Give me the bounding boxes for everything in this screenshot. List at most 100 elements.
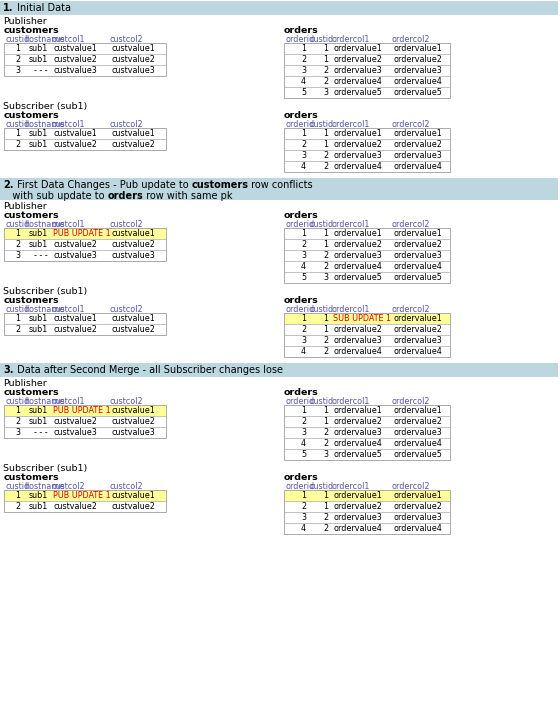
Text: 2: 2 <box>323 151 328 160</box>
Bar <box>4 43 166 76</box>
Text: ordervalue3: ordervalue3 <box>393 336 442 345</box>
Text: orders: orders <box>108 191 143 201</box>
Bar <box>4 250 166 261</box>
Text: ordervalue4: ordervalue4 <box>393 162 442 171</box>
Text: customers: customers <box>4 111 59 120</box>
Bar <box>4 405 166 416</box>
Text: 1: 1 <box>301 44 306 53</box>
Text: ordervalue2: ordervalue2 <box>333 55 382 64</box>
Text: custvalue2: custvalue2 <box>53 55 97 64</box>
Text: 2: 2 <box>15 325 20 334</box>
Bar <box>0 1 558 15</box>
Text: 2: 2 <box>323 428 328 437</box>
Text: custcol1: custcol1 <box>52 35 86 44</box>
Text: ordervalue4: ordervalue4 <box>333 77 382 86</box>
Text: 4: 4 <box>301 162 306 171</box>
Text: PUB UPDATE 1: PUB UPDATE 1 <box>53 491 111 500</box>
Text: 4: 4 <box>301 439 306 448</box>
Text: ordervalue2: ordervalue2 <box>393 55 442 64</box>
Bar <box>284 161 450 172</box>
Text: 5: 5 <box>301 450 306 459</box>
Text: custvalue1: custvalue1 <box>53 129 97 138</box>
Bar <box>284 272 450 283</box>
Text: custvalue2: custvalue2 <box>111 417 155 426</box>
Text: sub1: sub1 <box>29 417 48 426</box>
Text: 3: 3 <box>301 513 306 522</box>
Text: 2: 2 <box>323 162 328 171</box>
Text: 1: 1 <box>15 314 20 323</box>
Text: ordervalue2: ordervalue2 <box>393 325 442 334</box>
Text: 4: 4 <box>301 347 306 356</box>
Text: ordervalue3: ordervalue3 <box>393 151 442 160</box>
Bar <box>284 54 450 65</box>
Text: orders: orders <box>284 26 319 35</box>
Text: 3: 3 <box>301 428 306 437</box>
Bar <box>284 250 450 261</box>
Text: - - -: - - - <box>34 251 48 260</box>
Text: custvalue2: custvalue2 <box>111 55 155 64</box>
Text: ordervalue3: ordervalue3 <box>333 151 382 160</box>
Text: custcol2: custcol2 <box>110 305 143 314</box>
Text: hostname: hostname <box>24 220 64 229</box>
Text: custid: custid <box>310 397 334 406</box>
Text: Publisher: Publisher <box>3 17 46 26</box>
Text: 1: 1 <box>15 406 20 415</box>
Text: 2: 2 <box>323 513 328 522</box>
Text: orderid: orderid <box>286 220 315 229</box>
Text: row conflicts: row conflicts <box>248 180 313 190</box>
Text: sub1: sub1 <box>29 314 48 323</box>
Text: ordervalue3: ordervalue3 <box>393 513 442 522</box>
Bar <box>284 128 450 172</box>
Text: 1: 1 <box>323 314 328 323</box>
Text: ordervalue4: ordervalue4 <box>333 439 382 448</box>
Text: 5: 5 <box>301 273 306 282</box>
Bar <box>284 65 450 76</box>
Text: custcol1: custcol1 <box>52 220 86 229</box>
Text: Publisher: Publisher <box>3 379 46 388</box>
Bar <box>284 150 450 161</box>
Text: 1: 1 <box>323 55 328 64</box>
Bar <box>4 228 166 261</box>
Text: custvalue2: custvalue2 <box>53 325 97 334</box>
Text: custid: custid <box>6 120 30 129</box>
Text: hostname: hostname <box>24 120 64 129</box>
Text: custcol1: custcol1 <box>52 305 86 314</box>
Text: 2: 2 <box>15 502 20 511</box>
Text: customers: customers <box>4 388 59 397</box>
Text: Publisher: Publisher <box>3 202 46 211</box>
Text: 1: 1 <box>323 140 328 149</box>
Text: 2: 2 <box>323 77 328 86</box>
Bar <box>284 427 450 438</box>
Text: - - -: - - - <box>34 66 48 75</box>
Bar <box>4 324 166 335</box>
Text: custvalue3: custvalue3 <box>53 66 97 75</box>
Text: PUB UPDATE 1: PUB UPDATE 1 <box>53 406 111 415</box>
Text: 1: 1 <box>323 129 328 138</box>
Text: ordervalue3: ordervalue3 <box>393 66 442 75</box>
Text: ordervalue2: ordervalue2 <box>393 240 442 249</box>
Text: ordervalue1: ordervalue1 <box>393 44 442 53</box>
Text: ordercol2: ordercol2 <box>392 482 431 491</box>
Text: Subscriber (sub1): Subscriber (sub1) <box>3 102 87 111</box>
Text: 2: 2 <box>323 66 328 75</box>
Text: customers: customers <box>4 296 59 305</box>
Bar <box>284 416 450 427</box>
Text: 2: 2 <box>301 417 306 426</box>
Text: orders: orders <box>284 473 319 482</box>
Text: Subscriber (sub1): Subscriber (sub1) <box>3 464 87 473</box>
Bar <box>284 335 450 346</box>
Text: 2: 2 <box>323 336 328 345</box>
Bar <box>284 405 450 460</box>
Bar <box>284 523 450 534</box>
Text: custvalue1: custvalue1 <box>53 44 97 53</box>
Text: ordercol1: ordercol1 <box>332 220 370 229</box>
Text: 1: 1 <box>301 491 306 500</box>
Text: custid: custid <box>6 305 30 314</box>
Text: custvalue2: custvalue2 <box>53 417 97 426</box>
Text: ordervalue3: ordervalue3 <box>333 428 382 437</box>
Text: sub1: sub1 <box>29 55 48 64</box>
Text: 3.: 3. <box>3 365 13 375</box>
Text: custcol2: custcol2 <box>110 220 143 229</box>
Text: sub1: sub1 <box>29 325 48 334</box>
Text: orders: orders <box>284 211 319 220</box>
